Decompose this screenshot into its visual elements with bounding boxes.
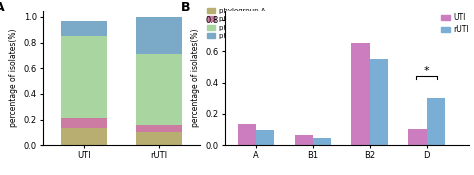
Bar: [136, 17, 182, 54]
Bar: [61, 21, 107, 36]
Bar: [256, 130, 274, 145]
Bar: [313, 138, 331, 145]
Bar: [352, 43, 370, 145]
Bar: [136, 132, 182, 145]
Text: *: *: [424, 65, 429, 76]
Bar: [409, 129, 427, 145]
Bar: [61, 128, 107, 145]
Bar: [136, 125, 182, 132]
Bar: [370, 59, 388, 145]
Legend: UTI, rUTI: UTI, rUTI: [441, 13, 469, 34]
Bar: [136, 54, 182, 125]
Bar: [61, 36, 107, 118]
Text: A: A: [0, 1, 5, 14]
Bar: [238, 124, 256, 145]
Y-axis label: percentage of isolates(%): percentage of isolates(%): [9, 29, 18, 127]
Bar: [61, 118, 107, 128]
Y-axis label: percentage of isolates(%): percentage of isolates(%): [191, 29, 201, 127]
Text: B: B: [181, 1, 190, 14]
Bar: [295, 135, 313, 145]
Bar: [427, 98, 445, 145]
Legend: phylogroup A, phylogroup B1, phylogroup B2, phylogroup D: phylogroup A, phylogroup B1, phylogroup …: [207, 8, 270, 39]
